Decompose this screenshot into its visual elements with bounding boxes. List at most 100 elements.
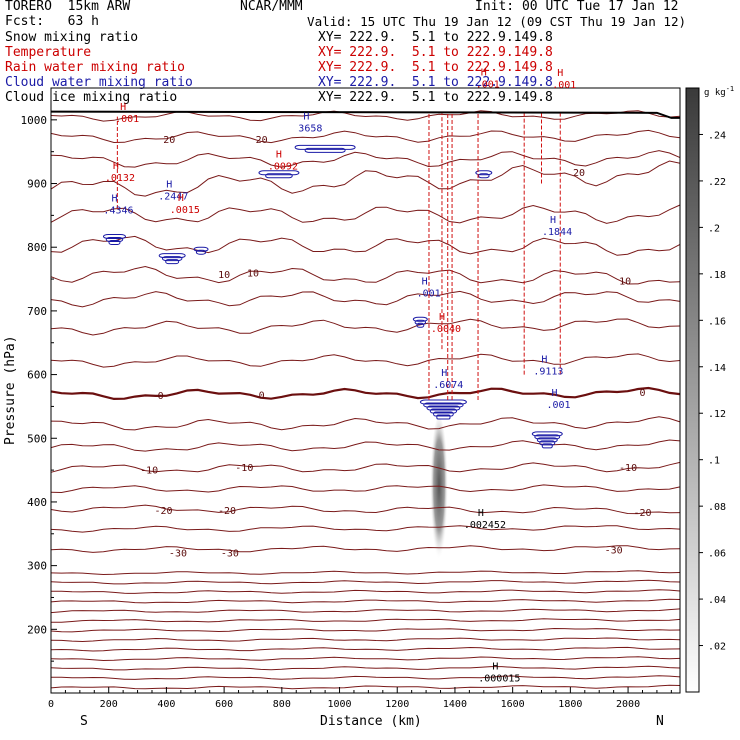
cloud-water-contour — [414, 319, 427, 325]
maximum-marker: H — [441, 368, 447, 379]
x-tick-label: 600 — [215, 699, 233, 710]
cloud-water-contour — [412, 316, 428, 322]
x-tick-label: 1800 — [558, 699, 582, 710]
temperature-contour — [50, 235, 681, 256]
cloud-water-contour — [534, 434, 561, 440]
cloud-water-contour — [536, 437, 558, 443]
field-xy-snow: XY= 222.9. 5.1 to 222.9.149.8 — [318, 30, 553, 45]
cloud-water-contour — [102, 233, 126, 239]
temperature-label: -10 — [619, 463, 637, 474]
temperature-contour — [50, 318, 681, 336]
cloud-water-contour — [539, 440, 556, 446]
x-tick-label: 1000 — [327, 699, 351, 710]
field-xy-temperature: XY= 222.9. 5.1 to 222.9.149.8 — [318, 45, 553, 60]
temperature-label: -30 — [169, 548, 187, 559]
maximum-marker: H — [557, 68, 563, 79]
cloud-water-contour — [161, 256, 183, 262]
temperature-contour — [50, 461, 681, 473]
colorbar-tick-label: .22 — [708, 177, 726, 188]
cloud-water-contour — [436, 414, 451, 420]
field-xy-cloudwater: XY= 222.9. 5.1 to 222.9.149.8 — [318, 75, 553, 90]
maximum-value: .0015 — [170, 205, 200, 216]
y-tick-label: 400 — [27, 496, 47, 509]
colorbar-tick-label: .24 — [708, 130, 726, 141]
contour-labels: -30 -30 -30 -20 -20 -20 -10 -10 -10 0 0 0 10 10 10 20 20… — [103, 67, 651, 684]
maximum-value: .001 — [476, 79, 500, 90]
maximum-value: .001 — [546, 400, 570, 411]
maximum-marker: H — [541, 355, 547, 366]
temperature-contour — [50, 656, 681, 662]
maximum-value: .001 — [115, 114, 139, 125]
maximum-marker: H — [550, 215, 556, 226]
maximum-value: .0132 — [105, 173, 135, 184]
temperature-contour — [50, 129, 681, 144]
x-tick-label: 2000 — [616, 699, 640, 710]
contour-layer — [50, 110, 681, 690]
temperature-contour — [50, 665, 681, 671]
colorbar-tick-label: .18 — [708, 270, 726, 281]
maximum-value: .2447 — [158, 192, 188, 203]
maximum-marker: H — [178, 193, 184, 204]
temperature-contour — [50, 353, 681, 368]
maximum-marker: H — [439, 312, 445, 323]
colorbar-tick-label: .04 — [708, 595, 726, 606]
y-tick-label: 500 — [27, 432, 47, 445]
cloud-water-contour — [416, 322, 425, 328]
cloud-water-contour — [304, 147, 346, 153]
y-tick-label: 800 — [27, 241, 47, 254]
temperature-contour — [50, 439, 681, 452]
cloud-water-contour — [541, 443, 553, 449]
colorbar-tick-label: .1 — [708, 456, 720, 467]
temperature-contour — [50, 684, 681, 690]
temperature-contour — [50, 110, 681, 122]
temperature-contour — [50, 579, 681, 585]
cloud-water-contour — [265, 173, 293, 179]
temperature-label: -20 — [633, 508, 651, 519]
temperature-label: -20 — [154, 506, 172, 517]
x-tick-label: 1600 — [501, 699, 525, 710]
temperature-label: -20 — [218, 506, 236, 517]
south-label: S — [80, 714, 88, 729]
maximum-marker: H — [478, 508, 484, 519]
maximum-value: .9113 — [533, 367, 563, 378]
cloud-water-contour — [433, 411, 454, 417]
temperature-label: 10 — [619, 276, 631, 287]
temperature-contour — [50, 484, 681, 494]
y-tick-label: 300 — [27, 560, 47, 573]
temperature-contour — [51, 589, 681, 594]
cloud-water-contour — [195, 249, 207, 255]
temperature-label: -30 — [605, 546, 623, 557]
temperature-label: -30 — [221, 548, 239, 559]
maximum-marker: H — [492, 662, 498, 673]
valid-label: Valid: 15 UTC Thu 19 Jan 12 (09 CST Thu … — [307, 14, 687, 29]
field-label-cloudwater: Cloud water mixing ratio — [5, 75, 193, 90]
temperature-contour — [50, 637, 681, 643]
temperature-contour — [50, 160, 681, 197]
temperature-contour — [50, 265, 681, 285]
cloud-water-contour — [423, 402, 464, 408]
maximum-value: .002452 — [464, 520, 506, 531]
field-label-snow: Snow mixing ratio — [5, 30, 139, 45]
y-tick-label: 600 — [27, 369, 47, 382]
y-axis-label: Pressure (hPa) — [3, 335, 18, 445]
maximum-value: .000015 — [478, 674, 520, 685]
y-tick-label: 900 — [27, 178, 47, 191]
x-tick-label: 800 — [273, 699, 291, 710]
colorbar-tick-label: .06 — [708, 549, 726, 560]
x-axis-label: Distance (km) — [320, 714, 422, 729]
north-label: N — [656, 714, 664, 729]
maximum-value: .6074 — [433, 380, 463, 391]
x-ticks: 0 200 400 600 800 1000 1200 1400 1600 1800 2000 — [48, 687, 672, 710]
forecast-label: Fcst: 63 h — [5, 14, 99, 29]
maximum-marker: H — [303, 111, 309, 122]
y-tick-label: 700 — [27, 305, 47, 318]
colorbar-tick-label: .08 — [708, 502, 726, 513]
temperature-contour — [50, 608, 681, 614]
temperature-contour — [50, 416, 681, 431]
cloud-water-contour — [531, 431, 563, 437]
cloud-water-contour — [105, 236, 124, 242]
temperature-label: 20 — [573, 168, 585, 179]
temperature-contour — [50, 598, 681, 604]
temperature-label: 20 — [256, 135, 268, 146]
